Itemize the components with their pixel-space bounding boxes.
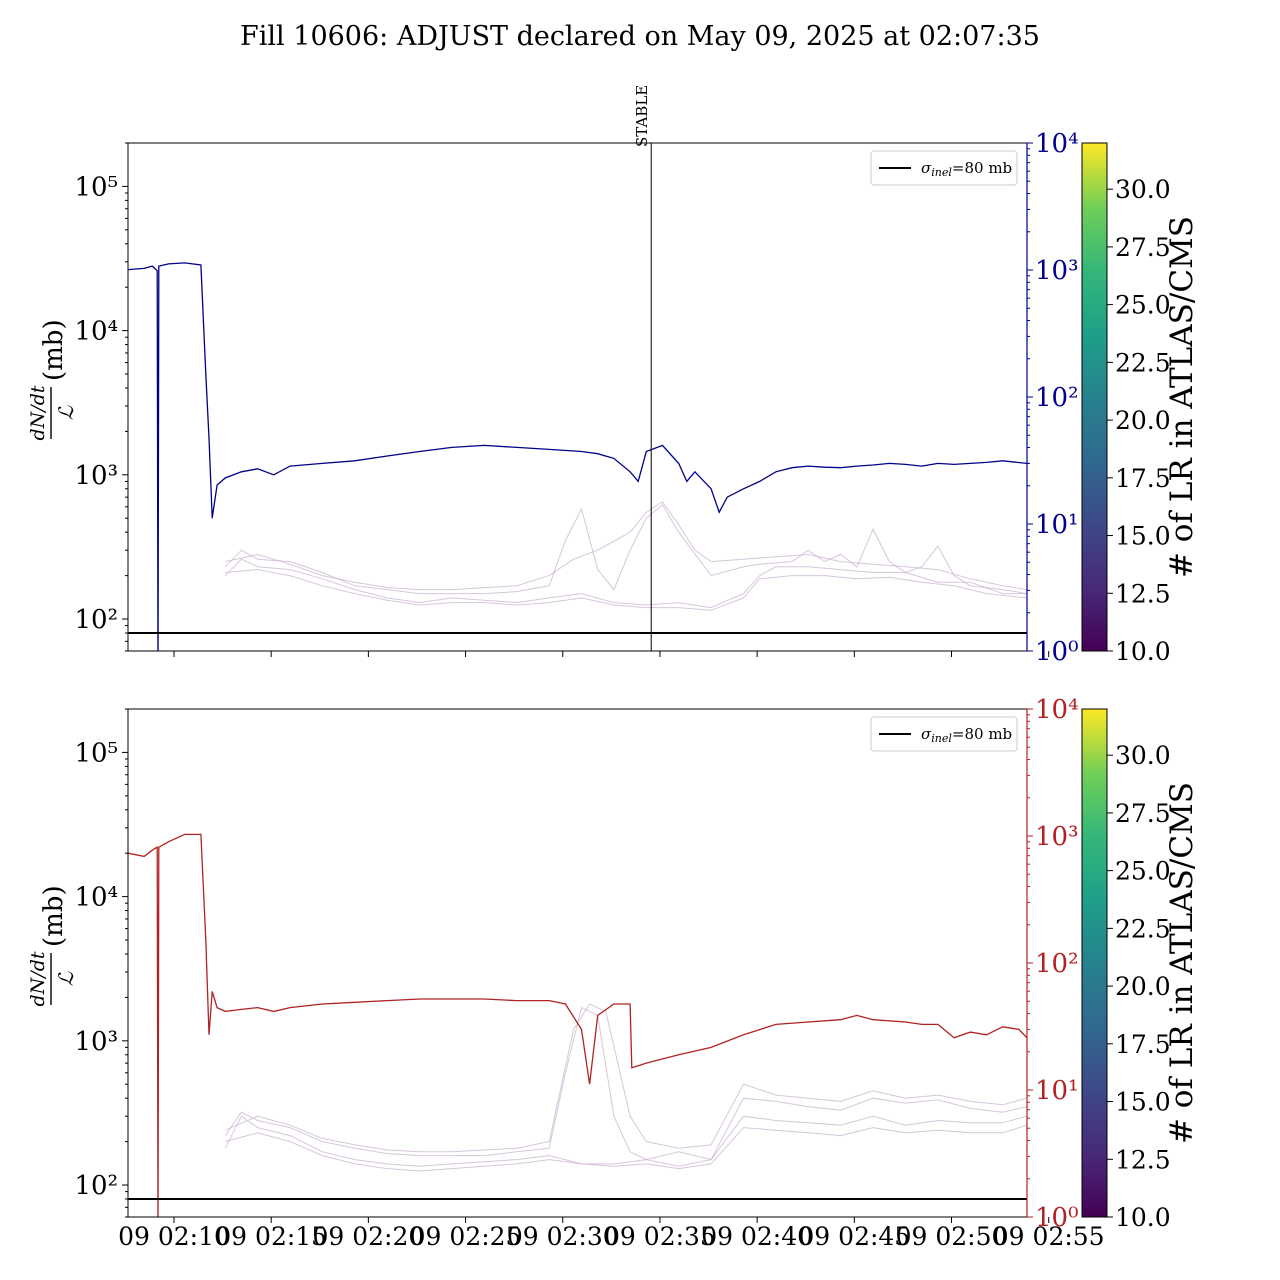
- colorbar-tick-label: 20.0: [1115, 972, 1171, 1001]
- y-tick-label: 10⁴: [74, 883, 118, 913]
- y-tick-label: 10⁵: [74, 738, 118, 768]
- colorbar-tick-label: 25.0: [1115, 291, 1171, 320]
- colorbar-label: # of LR in ATLAS/CMS: [1164, 782, 1200, 1144]
- colorbar-label: # of LR in ATLAS/CMS: [1164, 216, 1200, 578]
- x-tick-label: 09 02:20: [312, 1222, 424, 1251]
- faint-series-line-0: [224, 558, 1027, 609]
- faint-lines: [224, 1003, 1027, 1172]
- right-tick-label: 10³: [1035, 256, 1079, 286]
- y-axis-label: dN/dt ℒ (mb): [27, 885, 78, 1006]
- y-label-denominator: ℒ: [54, 971, 78, 986]
- colorbar-tick-label: 27.5: [1115, 233, 1171, 262]
- faint-series-line-3: [225, 1003, 1027, 1153]
- x-tick-label: 09 02:35: [604, 1222, 716, 1251]
- right-tick-label: 10⁴: [1035, 695, 1079, 725]
- faint-series-line-1: [224, 1006, 1027, 1161]
- colorbar-tick-label: 30.0: [1115, 741, 1171, 770]
- right-tick-label: 10⁰: [1035, 1203, 1079, 1233]
- colorbar-gradient: [1081, 142, 1108, 652]
- colorbar-tick-label: 27.5: [1115, 799, 1171, 828]
- right-tick-label: 10²: [1035, 383, 1079, 413]
- x-tick-label: 09 02:40: [701, 1222, 813, 1251]
- y-tick-label: 10³: [74, 1027, 118, 1057]
- y-axis-label: dN/dt ℒ (mb): [27, 319, 78, 440]
- colorbar-tick-label: 10.0: [1115, 637, 1171, 666]
- right-tick-label: 10⁴: [1035, 129, 1079, 159]
- bottom-panel: 10² 10³ 10⁴ 10⁵ 10⁰ 10¹ 10² 10³ 10⁴ dN/dt ℒ (mb) 09 …: [27, 695, 1105, 1251]
- colorbar-tick-label: 12.5: [1115, 1145, 1171, 1174]
- y-tick-label: 10³: [74, 461, 118, 491]
- colorbar-tick-label: 25.0: [1115, 857, 1171, 886]
- legend: σinel=80 mb: [870, 716, 1018, 752]
- plot-frame: [127, 708, 1028, 1218]
- main-series: [128, 262, 1027, 651]
- x-tick-label: 09 02:15: [215, 1222, 327, 1251]
- legend-label: σinel=80 mb: [921, 725, 1012, 745]
- colorbar-tick-label: 17.5: [1115, 464, 1171, 493]
- faint-series-line-0: [224, 1115, 1027, 1167]
- x-tick-label: 09 02:25: [410, 1222, 522, 1251]
- plot-frame: [127, 142, 1028, 652]
- top-colorbar: 10.0 12.5 15.0 17.5 20.0 22.5 25.0 27.5 30.0 # of…: [1081, 142, 1200, 666]
- colorbar-tick-label: 22.5: [1115, 348, 1171, 377]
- faint-series-line-1: [224, 503, 1027, 595]
- right-tick-label: 10³: [1035, 822, 1079, 852]
- legend-box: [870, 150, 1018, 186]
- colorbar-gradient: [1081, 708, 1108, 1218]
- faint-lines: [224, 501, 1027, 611]
- colorbar-tick-label: 12.5: [1115, 579, 1171, 608]
- colorbar-tick-label: 10.0: [1115, 1203, 1171, 1232]
- legend: σinel=80 mb: [870, 150, 1018, 186]
- top-panel: STABLE 10² 10³ 10⁴ 10⁵ 10⁰ 10¹ 10² 10³ 10⁴ dN/dt ℒ (…: [27, 85, 1079, 667]
- y-tick-label: 10²: [74, 605, 118, 635]
- colorbar-tick-label: 20.0: [1115, 406, 1171, 435]
- main-series: [128, 833, 1027, 1217]
- colorbar-tick-label: 15.0: [1115, 1088, 1171, 1117]
- y-tick-label: 10⁴: [74, 317, 118, 347]
- faint-series-line-3: [225, 501, 1027, 591]
- y-label-unit: (mb): [39, 319, 69, 381]
- x-tick-label: 09 02:10: [118, 1222, 230, 1251]
- colorbar-tick-label: 22.5: [1115, 914, 1171, 943]
- chart-title: Fill 10606: ADJUST declared on May 09, 2…: [240, 21, 1040, 52]
- bottom-colorbar: 10.0 12.5 15.0 17.5 20.0 22.5 25.0 27.5 30.0 # of…: [1081, 708, 1200, 1232]
- x-tick-label: 09 02:55: [993, 1222, 1105, 1251]
- y-label-unit: (mb): [39, 885, 69, 947]
- right-tick-label: 10⁰: [1035, 637, 1079, 667]
- y-tick-label: 10⁵: [74, 172, 118, 202]
- faint-series-line-2: [225, 569, 1027, 611]
- y-tick-label: 10²: [74, 1171, 118, 1201]
- legend-box: [870, 716, 1018, 752]
- colorbar-tick-label: 15.0: [1115, 522, 1171, 551]
- colorbar-tick-label: 17.5: [1115, 1030, 1171, 1059]
- colorbar-tick-label: 30.0: [1115, 175, 1171, 204]
- right-tick-label: 10¹: [1035, 510, 1079, 540]
- x-tick-label: 09 02:30: [507, 1222, 619, 1251]
- y-label-numerator: dN/dt: [27, 951, 49, 1006]
- y-label-numerator: dN/dt: [27, 385, 49, 440]
- series-line-0: [128, 262, 1027, 651]
- x-tick-label: 09 02:50: [896, 1222, 1008, 1251]
- legend-label: σinel=80 mb: [921, 159, 1012, 179]
- faint-series-line-2: [225, 1124, 1027, 1172]
- series-line-0: [128, 833, 1027, 1217]
- right-tick-label: 10¹: [1035, 1076, 1079, 1106]
- right-tick-label: 10²: [1035, 949, 1079, 979]
- stable-label: STABLE: [633, 85, 651, 147]
- y-label-denominator: ℒ: [54, 405, 78, 420]
- x-tick-label: 09 02:45: [798, 1222, 910, 1251]
